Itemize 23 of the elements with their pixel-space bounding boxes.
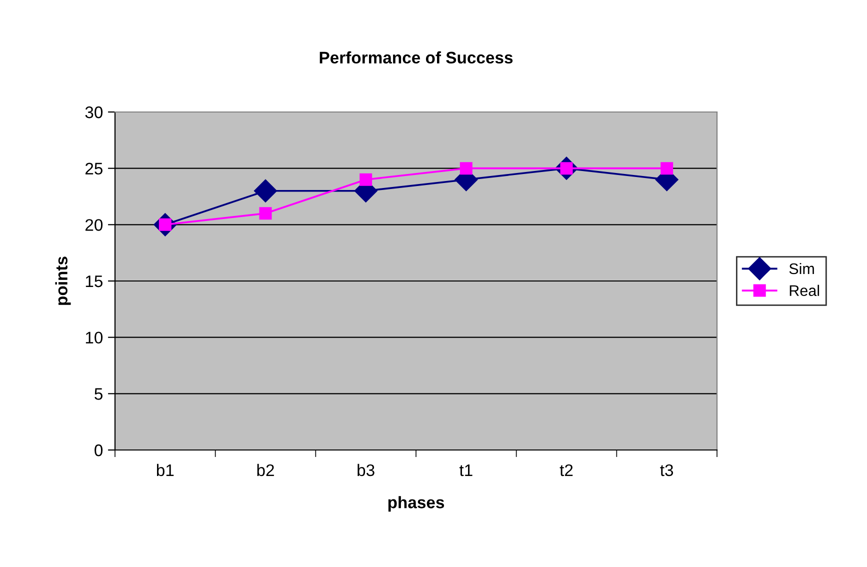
point — [254, 179, 277, 202]
y-tick-label: 20 — [85, 219, 103, 231]
y-axis-title: points — [55, 256, 71, 305]
y-tick-label: 25 — [85, 162, 102, 175]
x-tick-label: t3 — [660, 464, 674, 476]
y-tick-label: 10 — [86, 332, 103, 344]
y-tick-label: 30 — [85, 106, 103, 118]
y-tick-label: 0 — [94, 444, 103, 456]
point — [360, 173, 372, 186]
x-tick-label: t1 — [459, 464, 472, 476]
y-tick-label: 15 — [86, 276, 102, 288]
x-axis-title: phases — [388, 496, 444, 512]
point — [259, 207, 272, 220]
x-tick-label: b1 — [156, 464, 174, 476]
x-tick-label: b3 — [358, 464, 374, 476]
x-tick-label: t2 — [560, 464, 573, 476]
legend-label: Sim — [789, 262, 814, 274]
y-tick-label: 5 — [94, 388, 102, 400]
legend-label: Real — [790, 284, 820, 296]
point — [460, 162, 472, 175]
point — [660, 162, 674, 175]
chart-title: Performance of Success — [320, 51, 513, 64]
x-tick-label: b2 — [257, 464, 274, 476]
